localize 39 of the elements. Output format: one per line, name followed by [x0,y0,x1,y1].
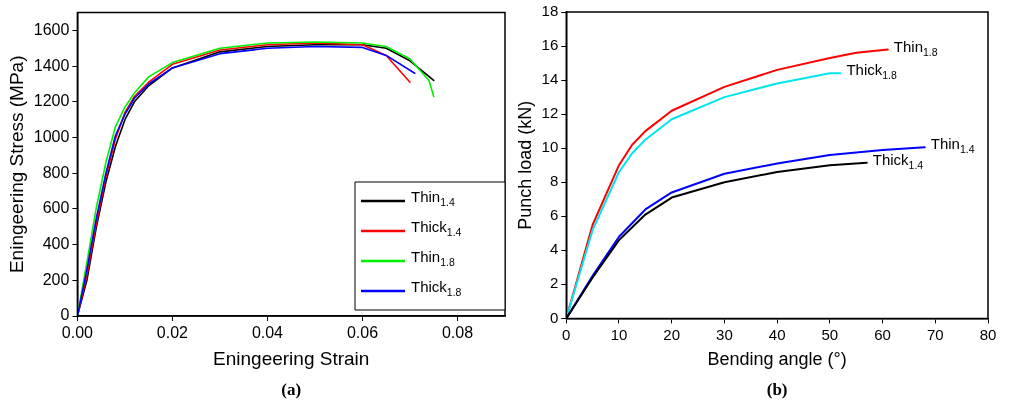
y-tick-label: 10 [541,138,559,156]
y-tick-label: 0 [60,306,70,324]
y-axis-title: Punch load (kN) [514,100,535,230]
x-tick-label: 0 [562,325,571,343]
y-tick-label: 1400 [33,56,70,74]
y-tick-label: 1600 [33,20,70,38]
y-tick-label: 1200 [33,92,70,110]
x-tick-label: 10 [610,325,628,343]
y-tick-label: 400 [42,235,70,253]
x-tick-label: 40 [768,325,786,343]
text: (b) [766,379,788,399]
y-tick-label: 800 [42,163,70,181]
x-tick-label: 70 [926,325,944,343]
x-axis-title: Eningeering Strain [213,347,370,369]
x-tick-label: 80 [979,325,997,343]
y-tick-label: 6 [549,206,559,224]
text: (a) [281,379,302,399]
y-tick-label: 200 [42,270,70,288]
x-axis-title: Bending angle (°) [707,349,847,370]
y-tick-label: 2 [549,274,559,292]
x-tick-label: 50 [821,325,839,343]
x-tick-label: 60 [874,325,891,343]
y-tick-label: 4 [549,240,559,258]
x-tick-label: 0.04 [251,324,284,342]
y-tick-label: 0 [549,308,559,326]
y-tick-label: 18 [541,2,559,20]
y-axis-title: Eningeering Stress (MPa) [5,55,27,274]
y-tick-label: 600 [42,199,70,217]
y-tick-label: 8 [549,172,559,190]
y-tick-label: 1000 [33,127,70,145]
x-tick-label: 0.08 [441,324,474,342]
x-tick-label: 0.06 [346,324,379,342]
y-tick-label: 14 [541,70,559,88]
y-tick-label: 12 [541,104,559,122]
x-tick-label: 20 [663,325,681,343]
x-tick-label: 30 [716,325,733,343]
x-tick-label: 0.02 [156,324,189,342]
y-tick-label: 16 [541,36,559,54]
x-tick-label: 0.00 [61,324,94,342]
